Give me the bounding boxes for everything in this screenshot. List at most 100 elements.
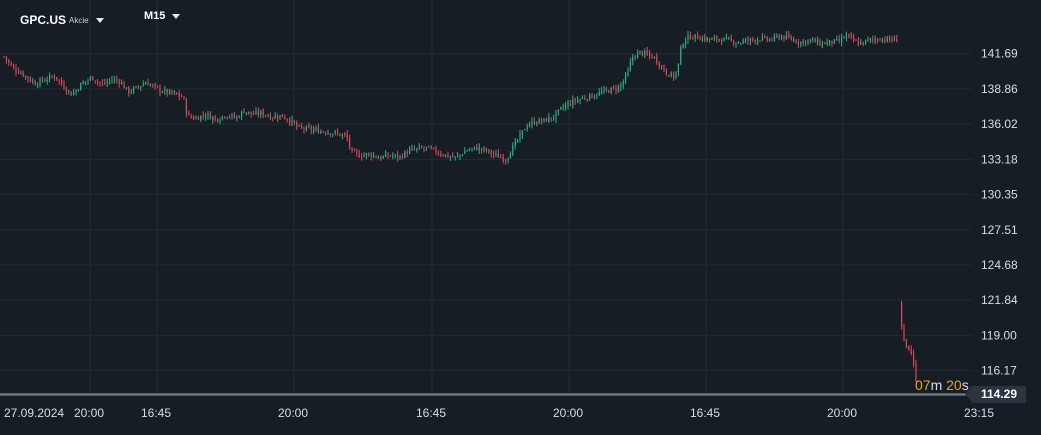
candle-body — [293, 120, 295, 124]
candle-body — [173, 92, 175, 94]
candle-body — [269, 115, 271, 120]
candle-body — [166, 89, 168, 94]
candle-body — [70, 91, 72, 96]
candle-body — [637, 52, 639, 59]
candle-body — [231, 114, 233, 117]
candle-body — [229, 116, 231, 118]
chart-toolbar: GPC.US Akcie — [20, 10, 104, 30]
candle-body — [754, 39, 756, 42]
candle-body — [723, 37, 725, 42]
candle-body — [260, 111, 262, 115]
candle-body — [202, 115, 204, 117]
candle-body — [51, 76, 53, 78]
candle-body — [785, 35, 787, 40]
candle-body — [622, 81, 624, 86]
candle-body — [248, 111, 250, 113]
y-tick-label: 141.69 — [981, 47, 1018, 61]
candle-body — [512, 145, 514, 156]
candle-body — [176, 92, 178, 95]
candle-body — [740, 43, 742, 45]
x-tick-label: 16:45 — [416, 406, 446, 420]
candle-body — [673, 72, 675, 79]
candle-body — [27, 76, 29, 79]
candle-body — [113, 79, 115, 81]
candle-body — [140, 86, 142, 88]
candle-body — [337, 132, 339, 134]
candle-body — [699, 39, 701, 41]
candle-body — [63, 83, 65, 89]
candle-body — [641, 51, 643, 56]
candle-body — [668, 74, 670, 77]
candle-body — [437, 153, 439, 155]
candle-body — [284, 116, 286, 119]
candle-body — [716, 36, 718, 40]
candle-body — [65, 89, 67, 92]
candle-body — [872, 38, 874, 40]
timeframe-selector[interactable]: M15 — [144, 10, 181, 22]
candle-body — [301, 125, 303, 128]
candle-body — [845, 34, 847, 38]
candle-body — [781, 36, 783, 40]
candle-body — [733, 41, 735, 45]
candle-body — [759, 40, 761, 42]
candle-body — [277, 116, 279, 119]
candle-body — [833, 39, 835, 44]
candle-body — [613, 87, 615, 89]
candle-body — [135, 86, 137, 88]
candle-body — [361, 156, 363, 158]
chevron-down-icon — [95, 17, 104, 23]
candle-body — [39, 78, 41, 86]
candle-body — [713, 37, 715, 39]
candle-body — [82, 81, 84, 84]
candle-body — [207, 113, 209, 116]
candle-body — [13, 65, 15, 68]
symbol-name: GPC.US — [20, 13, 67, 27]
candle-body — [430, 147, 432, 149]
candle-body — [53, 76, 55, 78]
candle-body — [603, 89, 605, 92]
y-tick-label: 121.84 — [981, 293, 1018, 307]
candle-body — [509, 154, 511, 159]
candle-body — [305, 126, 307, 131]
symbol-selector[interactable]: GPC.US Akcie — [20, 13, 104, 27]
candle-body — [529, 124, 531, 127]
candle-body — [579, 99, 581, 101]
candle-body — [399, 155, 401, 157]
candle-body — [860, 42, 862, 45]
candle-body — [461, 154, 463, 156]
candle-body — [514, 141, 516, 146]
candle-body — [677, 63, 679, 73]
candle-body — [692, 38, 694, 40]
candle-body — [524, 129, 526, 131]
candle-body — [106, 82, 108, 84]
candle-body — [147, 82, 149, 86]
candle-body — [701, 37, 703, 41]
candle-body — [819, 40, 821, 46]
candle-body — [838, 38, 840, 42]
candle-body — [543, 118, 545, 121]
candle-body — [685, 41, 687, 45]
candle-body — [893, 37, 895, 41]
candle-body — [411, 148, 413, 150]
candle-body — [802, 41, 804, 43]
candle-body — [464, 151, 466, 154]
candle-body — [577, 99, 579, 103]
y-tick-label: 130.35 — [981, 187, 1018, 201]
candle-body — [862, 41, 864, 45]
candle-body — [788, 34, 790, 38]
candle-body — [56, 76, 58, 80]
candle-body — [315, 128, 317, 130]
candle-body — [752, 38, 754, 40]
candle-body — [653, 56, 655, 58]
candle-body — [329, 133, 331, 135]
candle-body — [704, 36, 706, 41]
candle-body — [639, 50, 641, 53]
candle-body — [809, 39, 811, 41]
candle-body — [308, 125, 310, 128]
candle-body — [313, 129, 315, 131]
candle-body — [656, 56, 658, 64]
candles[interactable] — [3, 30, 917, 383]
candle-body — [586, 99, 588, 101]
